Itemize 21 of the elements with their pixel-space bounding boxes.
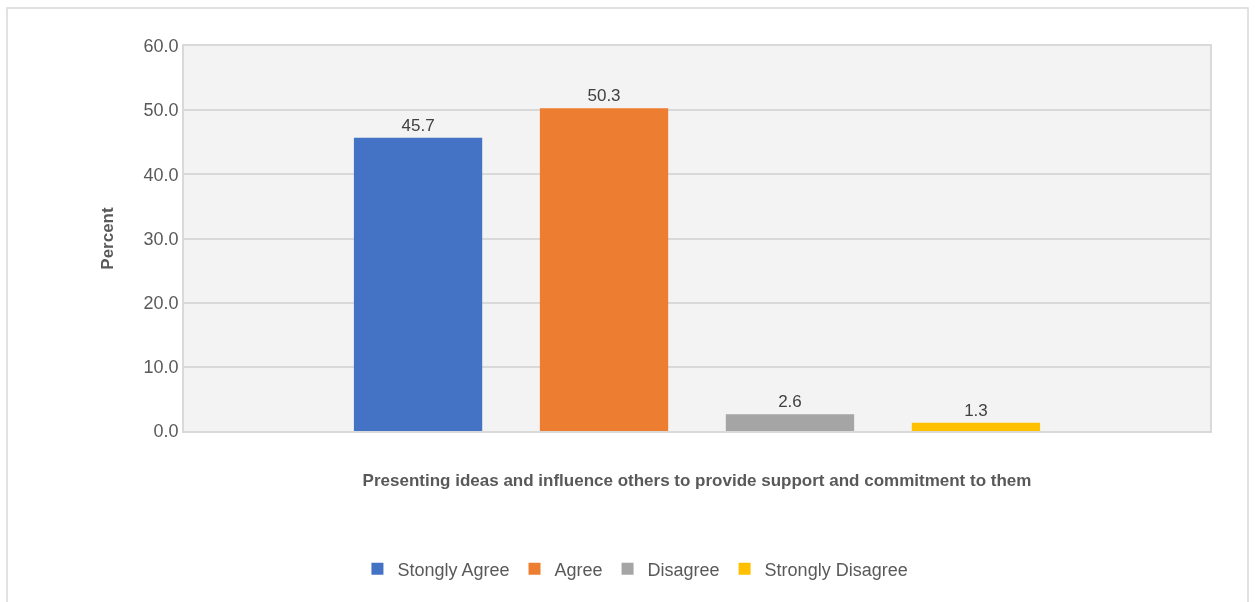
bar <box>353 137 483 431</box>
legend-label: Strongly Disagree <box>764 559 908 580</box>
bar <box>725 414 855 431</box>
legend-label: Stongly Agree <box>397 559 510 580</box>
x-axis-title: Presenting ideas and influence others to provide support and commitment to them <box>362 470 1032 490</box>
y-tick-label: 0.0 <box>153 421 179 442</box>
y-tick-label: 60.0 <box>143 36 179 57</box>
legend-label: Agree <box>554 559 603 580</box>
y-tick-label: 40.0 <box>143 164 179 185</box>
data-label: 1.3 <box>964 400 988 420</box>
data-label: 2.6 <box>778 392 802 412</box>
y-tick-label: 10.0 <box>143 357 179 378</box>
legend-label: Disagree <box>647 559 720 580</box>
y-axis-title: Percent <box>97 206 117 270</box>
bar <box>539 108 669 431</box>
y-tick-label: 50.0 <box>143 100 179 121</box>
y-tick-label: 30.0 <box>143 228 179 249</box>
data-label: 45.7 <box>401 115 435 135</box>
bar <box>911 422 1041 431</box>
y-tick-label: 20.0 <box>143 292 179 313</box>
data-label: 50.3 <box>587 86 621 106</box>
